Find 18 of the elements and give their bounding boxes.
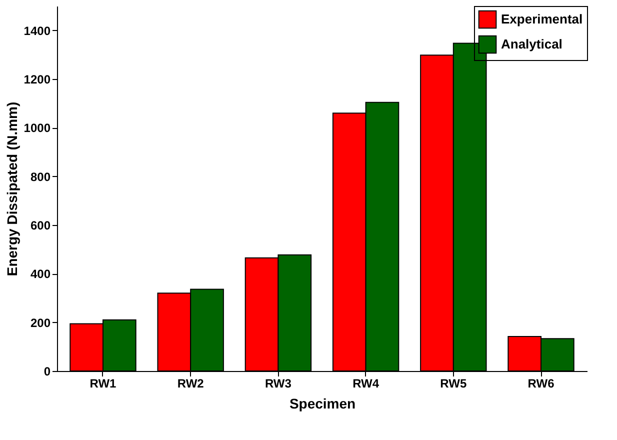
x-tick-label: RW1 (90, 376, 117, 390)
legend-label: Analytical (501, 36, 562, 52)
x-tick-label: RW4 (352, 376, 380, 390)
x-tick-label: RW6 (528, 376, 555, 390)
y-tick-label: 600 (30, 218, 51, 232)
y-tick-label: 400 (30, 267, 51, 282)
y-tick-label: 200 (30, 316, 51, 330)
y-tick-label: 1000 (24, 121, 51, 136)
y-tick-label: 0 (44, 364, 51, 378)
y-tick-label: 1200 (24, 72, 51, 86)
y-axis-title: Energy Dissipated (N.mm) (4, 102, 20, 276)
legend-label: Experimental (501, 12, 583, 26)
y-tick-label: 1400 (24, 24, 51, 38)
x-tick-label: RW3 (264, 376, 292, 390)
x-tick-label: RW2 (177, 376, 204, 390)
x-tick-label: RW5 (440, 376, 467, 390)
y-tick-label: 800 (30, 170, 51, 184)
x-axis-title: Specimen (289, 396, 356, 412)
